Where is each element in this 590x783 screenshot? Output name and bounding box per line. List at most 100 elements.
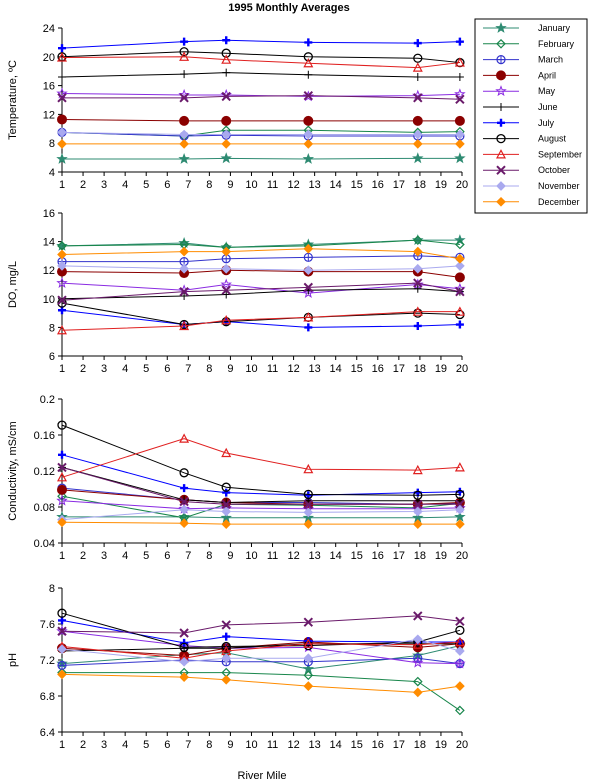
series-line xyxy=(61,39,460,49)
data-point xyxy=(221,519,232,529)
data-point xyxy=(454,657,466,669)
legend-swatch-marker xyxy=(497,118,505,127)
y-tick-label: 0.2 xyxy=(40,394,55,406)
data-point xyxy=(455,646,465,656)
data-point xyxy=(57,93,67,103)
legend-swatch-marker xyxy=(496,165,506,175)
data-point xyxy=(303,499,314,510)
data-point xyxy=(413,93,423,103)
data-point xyxy=(413,72,422,81)
data-point xyxy=(303,90,314,101)
series-line xyxy=(62,516,460,519)
legend-label: September xyxy=(538,149,582,159)
data-point xyxy=(455,489,465,500)
y-tick-label: 0.12 xyxy=(34,466,55,478)
y-tick-label: 16 xyxy=(43,81,55,93)
x-tick-label: 17 xyxy=(393,363,405,375)
x-tick-label: 9 xyxy=(227,363,233,375)
x-tick-label: 16 xyxy=(372,363,384,375)
data-point xyxy=(221,48,231,58)
series-line xyxy=(61,309,460,328)
legend-label: November xyxy=(538,181,580,191)
data-point xyxy=(455,616,465,627)
series-december xyxy=(57,669,465,698)
data-point xyxy=(303,243,314,254)
legend-item-april: April xyxy=(483,70,556,81)
data-point xyxy=(220,152,232,164)
x-tick-label: 16 xyxy=(372,179,384,191)
x-tick-label: 1 xyxy=(59,179,65,191)
series-line xyxy=(61,282,460,301)
x-tick-label: 4 xyxy=(122,550,128,562)
data-point xyxy=(412,152,424,164)
series-august xyxy=(57,420,465,500)
legend-label: August xyxy=(538,134,567,144)
data-point xyxy=(56,87,68,99)
series-may xyxy=(56,277,466,298)
legend-label: March xyxy=(538,55,563,65)
series-july xyxy=(58,306,464,332)
legend-swatch-marker xyxy=(496,38,506,49)
data-point xyxy=(57,608,67,618)
series-december xyxy=(57,243,465,264)
data-point xyxy=(57,626,67,636)
data-point xyxy=(57,114,67,125)
data-point xyxy=(57,420,67,430)
x-tick-label: 4 xyxy=(122,179,128,191)
series-october xyxy=(57,462,465,510)
legend-item-may: May xyxy=(483,85,556,96)
data-point xyxy=(57,644,67,655)
x-tick-label: 18 xyxy=(414,363,426,375)
series-line xyxy=(61,282,460,294)
x-tick-label: 6 xyxy=(164,550,170,562)
series-january xyxy=(56,510,466,523)
x-tick-label: 14 xyxy=(330,179,342,191)
data-point xyxy=(221,115,232,126)
x-tick-label: 7 xyxy=(185,550,191,562)
panel-ph: 6.46.87.27.681 2 3 4 5 6 7 8 9 10 11 12 13 14 15 16 17 18… xyxy=(7,583,468,751)
x-tick-label: 20 xyxy=(456,739,468,751)
data-point xyxy=(455,37,464,46)
x-tick-label: 10 xyxy=(245,550,257,562)
data-point xyxy=(303,519,314,529)
data-point xyxy=(221,653,232,664)
x-tick-label: 3 xyxy=(101,179,107,191)
panel-conductivity-ms-cm: 0.040.080.120.160.21 2 3 4 5 6 7 8 9 10 11 12 13 14 15… xyxy=(7,394,468,562)
data-point xyxy=(222,68,231,77)
data-point xyxy=(221,54,232,64)
data-point xyxy=(57,462,67,473)
data-point xyxy=(412,506,423,517)
y-tick-label: 10 xyxy=(43,294,55,306)
data-point xyxy=(454,57,465,67)
x-tick-label: 13 xyxy=(309,179,321,191)
data-point xyxy=(221,499,231,510)
series-line xyxy=(61,641,460,659)
data-point xyxy=(413,499,423,510)
data-point xyxy=(58,450,66,459)
y-tick-label: 6 xyxy=(49,351,55,363)
data-point xyxy=(454,306,465,316)
series-line xyxy=(61,454,460,496)
legend-swatch-marker xyxy=(497,103,505,111)
legend-swatch-marker xyxy=(496,133,506,144)
legend-item-june: June xyxy=(483,102,558,112)
x-tick-label: 14 xyxy=(330,550,342,562)
x-tick-label: 17 xyxy=(393,550,405,562)
y-tick-label: 8 xyxy=(49,138,55,150)
figure-title: 1995 Monthly Averages xyxy=(228,2,349,14)
data-point xyxy=(179,139,189,149)
series-april xyxy=(57,484,465,510)
data-point xyxy=(57,261,67,271)
data-point xyxy=(412,263,423,274)
series-line xyxy=(61,239,460,248)
y-tick-label: 6.8 xyxy=(40,691,55,703)
legend-item-january: January xyxy=(483,21,571,33)
data-point xyxy=(179,628,189,638)
x-tick-label: 18 xyxy=(414,739,426,751)
x-tick-label: 8 xyxy=(206,179,212,191)
series-june xyxy=(58,68,464,81)
data-point xyxy=(179,518,189,529)
data-point xyxy=(454,88,466,100)
legend-label: January xyxy=(538,23,571,33)
x-tick-label: 19 xyxy=(435,550,447,562)
